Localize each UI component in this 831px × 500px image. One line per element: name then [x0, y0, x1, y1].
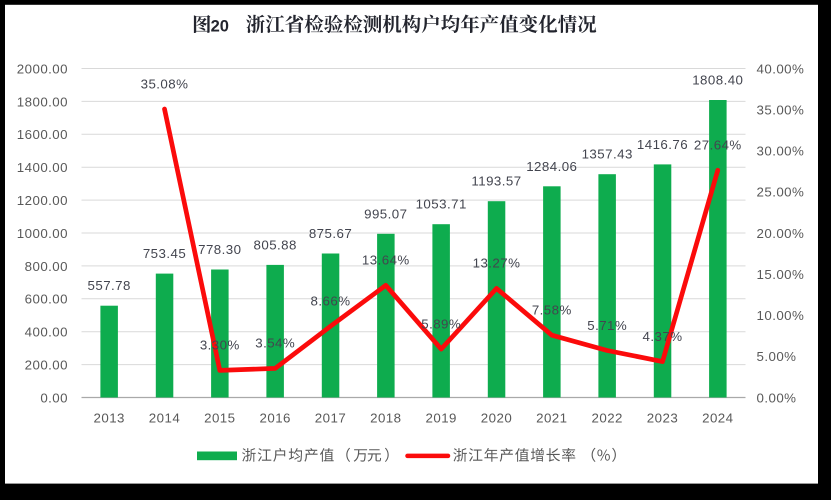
svg-text:995.07: 995.07 — [364, 206, 407, 221]
svg-text:400.00: 400.00 — [25, 325, 68, 340]
svg-text:2023: 2023 — [647, 411, 678, 426]
svg-text:40.00%: 40.00% — [757, 61, 805, 76]
svg-text:2021: 2021 — [536, 411, 567, 426]
svg-text:3.30%: 3.30% — [200, 338, 240, 353]
svg-text:1416.76: 1416.76 — [637, 137, 688, 152]
svg-text:2000.00: 2000.00 — [17, 61, 68, 76]
svg-text:35.00%: 35.00% — [757, 103, 805, 118]
svg-text:2022: 2022 — [592, 411, 623, 426]
svg-text:2019: 2019 — [426, 411, 457, 426]
svg-text:1800.00: 1800.00 — [17, 94, 68, 109]
svg-text:800.00: 800.00 — [25, 259, 68, 274]
svg-text:1357.43: 1357.43 — [582, 147, 633, 162]
svg-text:25.00%: 25.00% — [757, 185, 805, 200]
svg-text:2020: 2020 — [481, 411, 512, 426]
svg-text:600.00: 600.00 — [25, 292, 68, 307]
svg-text:27.64%: 27.64% — [694, 138, 742, 153]
svg-text:5.00%: 5.00% — [757, 349, 797, 364]
svg-text:2014: 2014 — [149, 411, 180, 426]
svg-text:805.88: 805.88 — [254, 237, 297, 252]
svg-text:2017: 2017 — [315, 411, 346, 426]
svg-text:4.37%: 4.37% — [643, 329, 683, 344]
svg-text:0.00: 0.00 — [40, 390, 68, 405]
svg-text:1808.40: 1808.40 — [692, 73, 743, 88]
svg-text:200.00: 200.00 — [25, 358, 68, 373]
svg-text:753.45: 753.45 — [143, 246, 186, 261]
svg-text:5.71%: 5.71% — [587, 318, 627, 333]
svg-text:20: 20 — [211, 17, 229, 35]
svg-text:2015: 2015 — [204, 411, 235, 426]
svg-text:778.30: 778.30 — [198, 242, 241, 257]
svg-text:875.67: 875.67 — [309, 226, 352, 241]
svg-text:15.00%: 15.00% — [757, 267, 805, 282]
svg-text:2024: 2024 — [702, 411, 733, 426]
svg-text:1200.00: 1200.00 — [17, 193, 68, 208]
svg-text:7.58%: 7.58% — [532, 303, 572, 318]
svg-text:5.89%: 5.89% — [421, 316, 461, 331]
svg-text:1193.57: 1193.57 — [471, 174, 521, 189]
svg-text:1284.06: 1284.06 — [526, 159, 577, 174]
svg-text:3.54%: 3.54% — [255, 336, 295, 351]
svg-text:30.00%: 30.00% — [757, 144, 805, 159]
svg-text:2013: 2013 — [94, 411, 125, 426]
svg-text:1400.00: 1400.00 — [17, 160, 68, 175]
svg-text:10.00%: 10.00% — [757, 308, 805, 323]
svg-text:35.08%: 35.08% — [141, 76, 189, 91]
svg-text:13.64%: 13.64% — [362, 253, 410, 268]
svg-text:20.00%: 20.00% — [757, 226, 805, 241]
svg-text:1600.00: 1600.00 — [17, 127, 68, 142]
svg-text:1000.00: 1000.00 — [17, 226, 68, 241]
svg-text:0.00%: 0.00% — [757, 390, 797, 405]
svg-text:557.78: 557.78 — [88, 278, 131, 293]
svg-text:13.27%: 13.27% — [473, 256, 521, 271]
svg-text:2016: 2016 — [260, 411, 291, 426]
svg-text:1053.71: 1053.71 — [416, 197, 467, 212]
svg-text:2018: 2018 — [370, 411, 401, 426]
svg-text:8.66%: 8.66% — [311, 294, 351, 309]
